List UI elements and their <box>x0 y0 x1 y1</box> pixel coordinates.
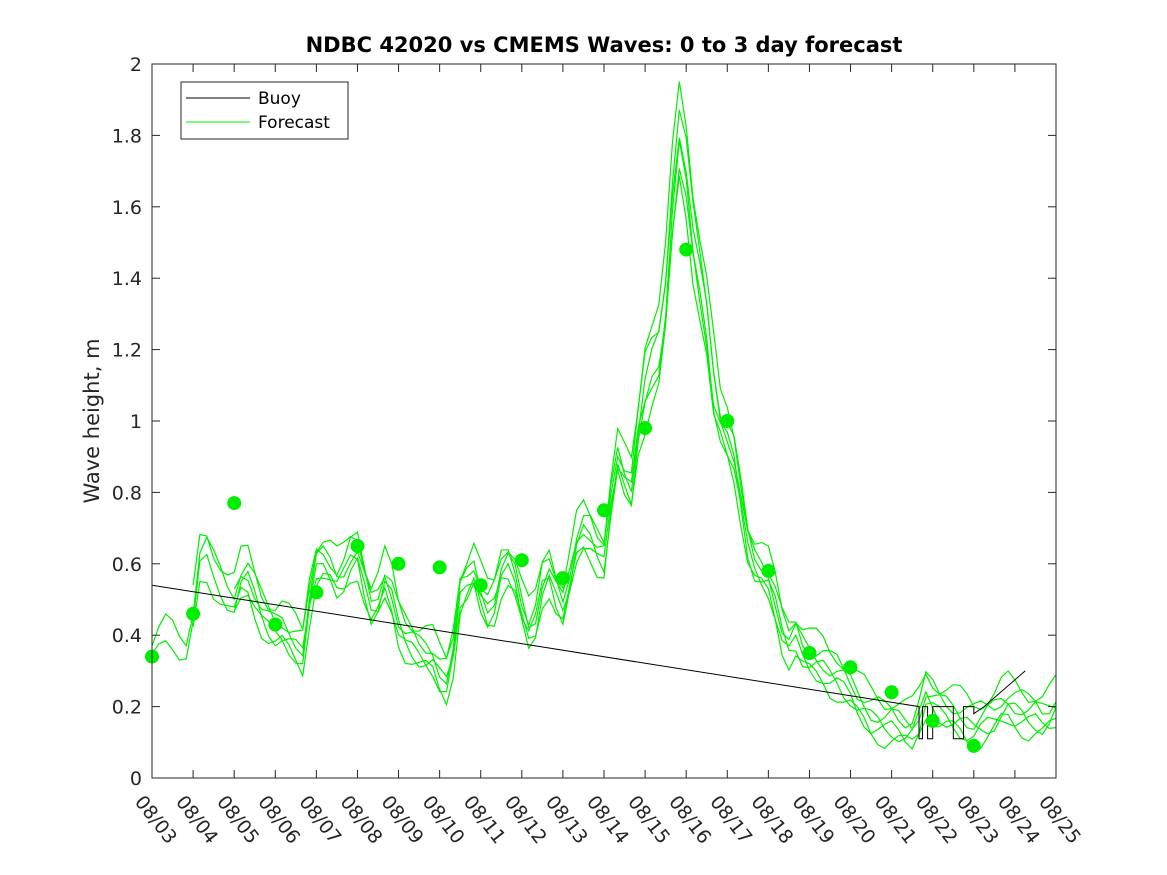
forecast-marker <box>350 539 365 553</box>
forecast-marker <box>925 713 940 728</box>
y-tick-label: 2 <box>130 54 142 76</box>
forecast-marker <box>679 242 694 257</box>
legend-forecast-label: Forecast <box>258 113 330 133</box>
forecast-marker <box>638 421 653 436</box>
forecast-marker <box>555 571 570 586</box>
legend: Buoy Forecast <box>180 81 349 140</box>
buoy-series-line <box>152 584 1026 740</box>
forecast-marker <box>802 646 817 660</box>
forecast-marker <box>884 685 899 700</box>
plot-region <box>145 81 1056 753</box>
legend-buoy-label: Buoy <box>258 89 301 109</box>
y-tick-label: 1 <box>130 411 142 433</box>
forecast-marker <box>309 585 324 600</box>
forecast-marker <box>391 556 406 571</box>
forecast-marker <box>432 560 447 575</box>
forecast-marker <box>268 617 283 632</box>
chart-title: NDBC 42020 vs CMEMS Waves: 0 to 3 day fo… <box>306 33 903 57</box>
legend-box <box>180 81 349 140</box>
y-tick-label: 0 <box>130 768 142 790</box>
y-tick-label: 1.6 <box>112 197 142 219</box>
y-axis: 0 0.2 0.4 0.6 0.8 1 1.2 1.4 1.6 1.8 2 <box>112 54 1056 790</box>
y-tick-label: 0.4 <box>112 625 142 647</box>
y-tick-label: 0.6 <box>112 554 142 576</box>
buoy-line <box>152 584 1026 740</box>
y-axis-label: Wave height, m <box>80 338 104 503</box>
forecast-marker <box>186 606 201 621</box>
forecast-lines <box>152 81 1056 753</box>
y-tick-label: 1.8 <box>112 125 142 147</box>
forecast-marker <box>597 503 611 518</box>
forecast-run-line <box>192 176 1056 753</box>
forecast-run-line <box>192 81 1056 711</box>
forecast-marker <box>966 738 981 753</box>
y-tick-label: 1.4 <box>112 268 142 290</box>
forecast-marker <box>514 553 529 568</box>
forecast-marker <box>227 496 242 511</box>
y-tick-label: 0.2 <box>112 697 142 719</box>
y-tick-label: 1.2 <box>112 340 142 362</box>
forecast-marker <box>843 660 858 675</box>
forecast-marker <box>761 563 776 578</box>
forecast-marker <box>720 414 735 428</box>
forecast-markers <box>145 242 981 753</box>
y-tick-label: 0.8 <box>112 482 142 504</box>
forecast-marker <box>473 578 488 593</box>
